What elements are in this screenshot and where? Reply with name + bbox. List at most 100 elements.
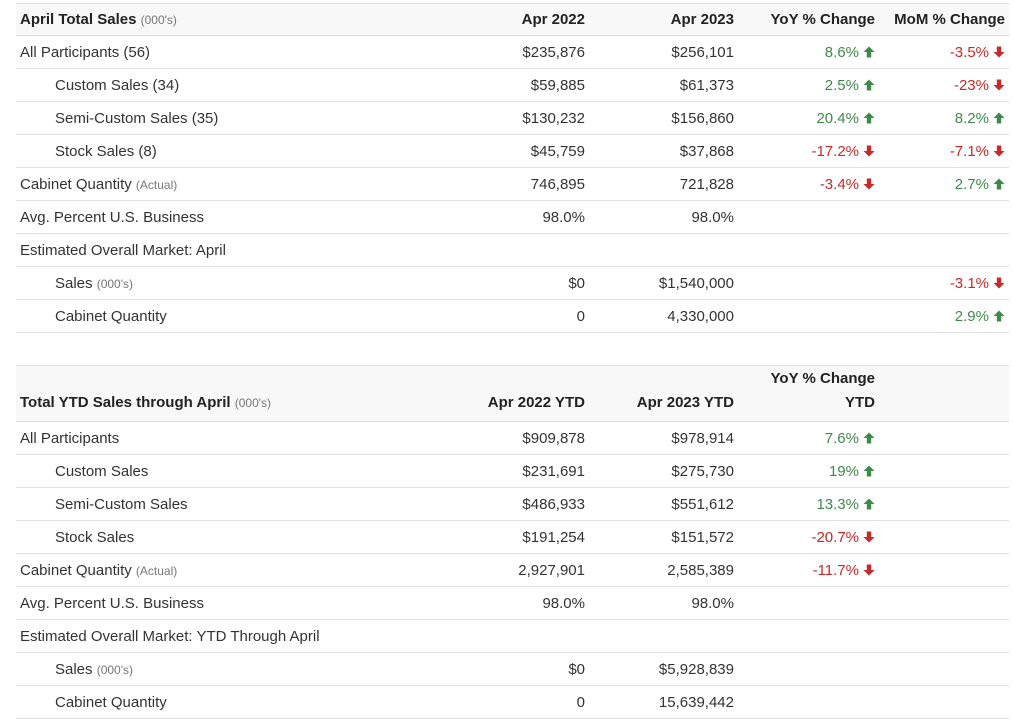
mom-change-cell <box>879 652 1009 686</box>
prev-value-cell: $191,254 <box>426 520 589 554</box>
row-label-cell: Cabinet Quantity (Actual) <box>16 167 426 201</box>
yoy-change-cell <box>738 586 879 620</box>
yoy-change-cell <box>738 619 879 653</box>
arrow-up-icon <box>863 465 875 476</box>
yoy-value: 20.4% <box>816 109 859 127</box>
row-label-note: (Actual) <box>135 177 178 192</box>
table-row: All Participants (56) $235,876 $256,101 8.6… <box>16 35 1009 69</box>
row-label-cell: Estimated Overall Market: April <box>16 233 426 267</box>
mom-change-cell: -7.1% <box>879 134 1009 168</box>
row-label: Semi-Custom Sales (35) <box>55 109 219 127</box>
yoy-value: -11.7% <box>812 561 859 579</box>
row-label-cell: Stock Sales <box>16 520 426 554</box>
row-label: All Participants (56) <box>20 43 151 61</box>
prev-value-cell: 0 <box>426 685 589 719</box>
row-label-note: (000's) <box>96 662 134 677</box>
mom-change-cell <box>879 553 1009 587</box>
col-header-empty <box>879 365 1009 422</box>
arrow-up-icon <box>863 46 875 57</box>
table-row: Cabinet Quantity (Actual) 2,927,901 2,585,… <box>16 553 1009 587</box>
row-label-cell: Cabinet Quantity <box>16 299 426 333</box>
col-header-apr-2023: Apr 2023 <box>589 3 738 36</box>
table-row: Stock Sales $191,254 $151,572 -20.7% <box>16 520 1009 554</box>
monthly-header-row: April Total Sales (000's) Apr 2022 Apr 2… <box>16 3 1009 36</box>
mom-value: -7.1% <box>949 142 989 160</box>
table-row: Estimated Overall Market: YTD Through Ap… <box>16 619 1009 653</box>
arrow-up-icon <box>863 432 875 443</box>
arrow-down-icon <box>863 531 875 542</box>
arrow-down-icon <box>993 79 1005 90</box>
table-row: Sales (000's) $0 $1,540,000 -3.1% <box>16 266 1009 300</box>
mom-value: 2.7% <box>954 175 989 193</box>
yoy-value: 7.6% <box>824 429 859 447</box>
col-header-yoy-line2: YTD <box>845 394 875 411</box>
prev-value-cell: $0 <box>426 266 589 300</box>
row-label-cell: Sales (000's) <box>16 652 426 686</box>
yoy-change-cell <box>738 200 879 234</box>
arrow-up-icon <box>993 112 1005 123</box>
mom-change-cell: -23% <box>879 68 1009 102</box>
row-label-cell: Custom Sales <box>16 454 426 488</box>
prev-value-cell: $909,878 <box>426 421 589 455</box>
yoy-value: -17.2% <box>811 142 859 160</box>
row-label: Sales <box>55 660 93 678</box>
row-label-cell: All Participants <box>16 421 426 455</box>
mom-change-cell: -3.5% <box>879 35 1009 69</box>
mom-change-cell <box>879 454 1009 488</box>
row-label: Avg. Percent U.S. Business <box>20 594 204 612</box>
curr-value-cell <box>589 619 738 653</box>
curr-value-cell: $275,730 <box>589 454 738 488</box>
monthly-title-cell: April Total Sales (000's) <box>16 3 426 36</box>
prev-value-cell: 0 <box>426 299 589 333</box>
yoy-change-cell: 7.6% <box>738 421 879 455</box>
row-label-cell: Stock Sales (8) <box>16 134 426 168</box>
yoy-change-cell <box>738 685 879 719</box>
mom-change-cell <box>879 685 1009 719</box>
arrow-down-icon <box>863 178 875 189</box>
yoy-change-cell: 20.4% <box>738 101 879 135</box>
yoy-change-cell: -20.7% <box>738 520 879 554</box>
table-row: Semi-Custom Sales (35) $130,232 $156,860 20… <box>16 101 1009 135</box>
yoy-change-cell <box>738 652 879 686</box>
yoy-change-cell <box>738 299 879 333</box>
curr-value-cell: $978,914 <box>589 421 738 455</box>
curr-value-cell: 98.0% <box>589 200 738 234</box>
mom-change-cell <box>879 619 1009 653</box>
yoy-change-cell: -11.7% <box>738 553 879 587</box>
prev-value-cell: $231,691 <box>426 454 589 488</box>
table-row: Stock Sales (8) $45,759 $37,868 -17.2% -7.1% <box>16 134 1009 168</box>
mom-value: -3.5% <box>949 43 989 61</box>
yoy-change-cell <box>738 266 879 300</box>
mom-change-cell: 8.2% <box>879 101 1009 135</box>
arrow-down-icon <box>993 145 1005 156</box>
monthly-sales-table: April Total Sales (000's) Apr 2022 Apr 2… <box>16 3 1009 333</box>
row-label: Sales <box>55 274 93 292</box>
row-label: Cabinet Quantity <box>20 561 132 579</box>
curr-value-cell: $1,540,000 <box>589 266 738 300</box>
row-label-cell: Avg. Percent U.S. Business <box>16 200 426 234</box>
row-label-cell: Semi-Custom Sales (35) <box>16 101 426 135</box>
monthly-title-unit: (000's) <box>140 13 177 27</box>
arrow-down-icon <box>863 564 875 575</box>
yoy-change-cell: -17.2% <box>738 134 879 168</box>
ytd-title: Total YTD Sales through April <box>20 394 231 411</box>
curr-value-cell: $61,373 <box>589 68 738 102</box>
curr-value-cell: 2,585,389 <box>589 553 738 587</box>
prev-value-cell: $45,759 <box>426 134 589 168</box>
arrow-up-icon <box>863 112 875 123</box>
ytd-title-cell: Total YTD Sales through April (000's) <box>16 365 426 422</box>
curr-value-cell: 15,639,442 <box>589 685 738 719</box>
row-label-note: (Actual) <box>135 563 178 578</box>
row-label: Avg. Percent U.S. Business <box>20 208 204 226</box>
table-row: Custom Sales $231,691 $275,730 19% <box>16 454 1009 488</box>
row-label-cell: All Participants (56) <box>16 35 426 69</box>
mom-change-cell <box>879 586 1009 620</box>
row-label: Custom Sales (34) <box>55 76 180 94</box>
mom-value: 2.9% <box>954 307 989 325</box>
yoy-value: -3.4% <box>819 175 859 193</box>
row-label: Stock Sales (8) <box>55 142 157 160</box>
row-label-cell: Sales (000's) <box>16 266 426 300</box>
row-label-cell: Custom Sales (34) <box>16 68 426 102</box>
yoy-value: 19% <box>828 462 859 480</box>
arrow-down-icon <box>993 46 1005 57</box>
